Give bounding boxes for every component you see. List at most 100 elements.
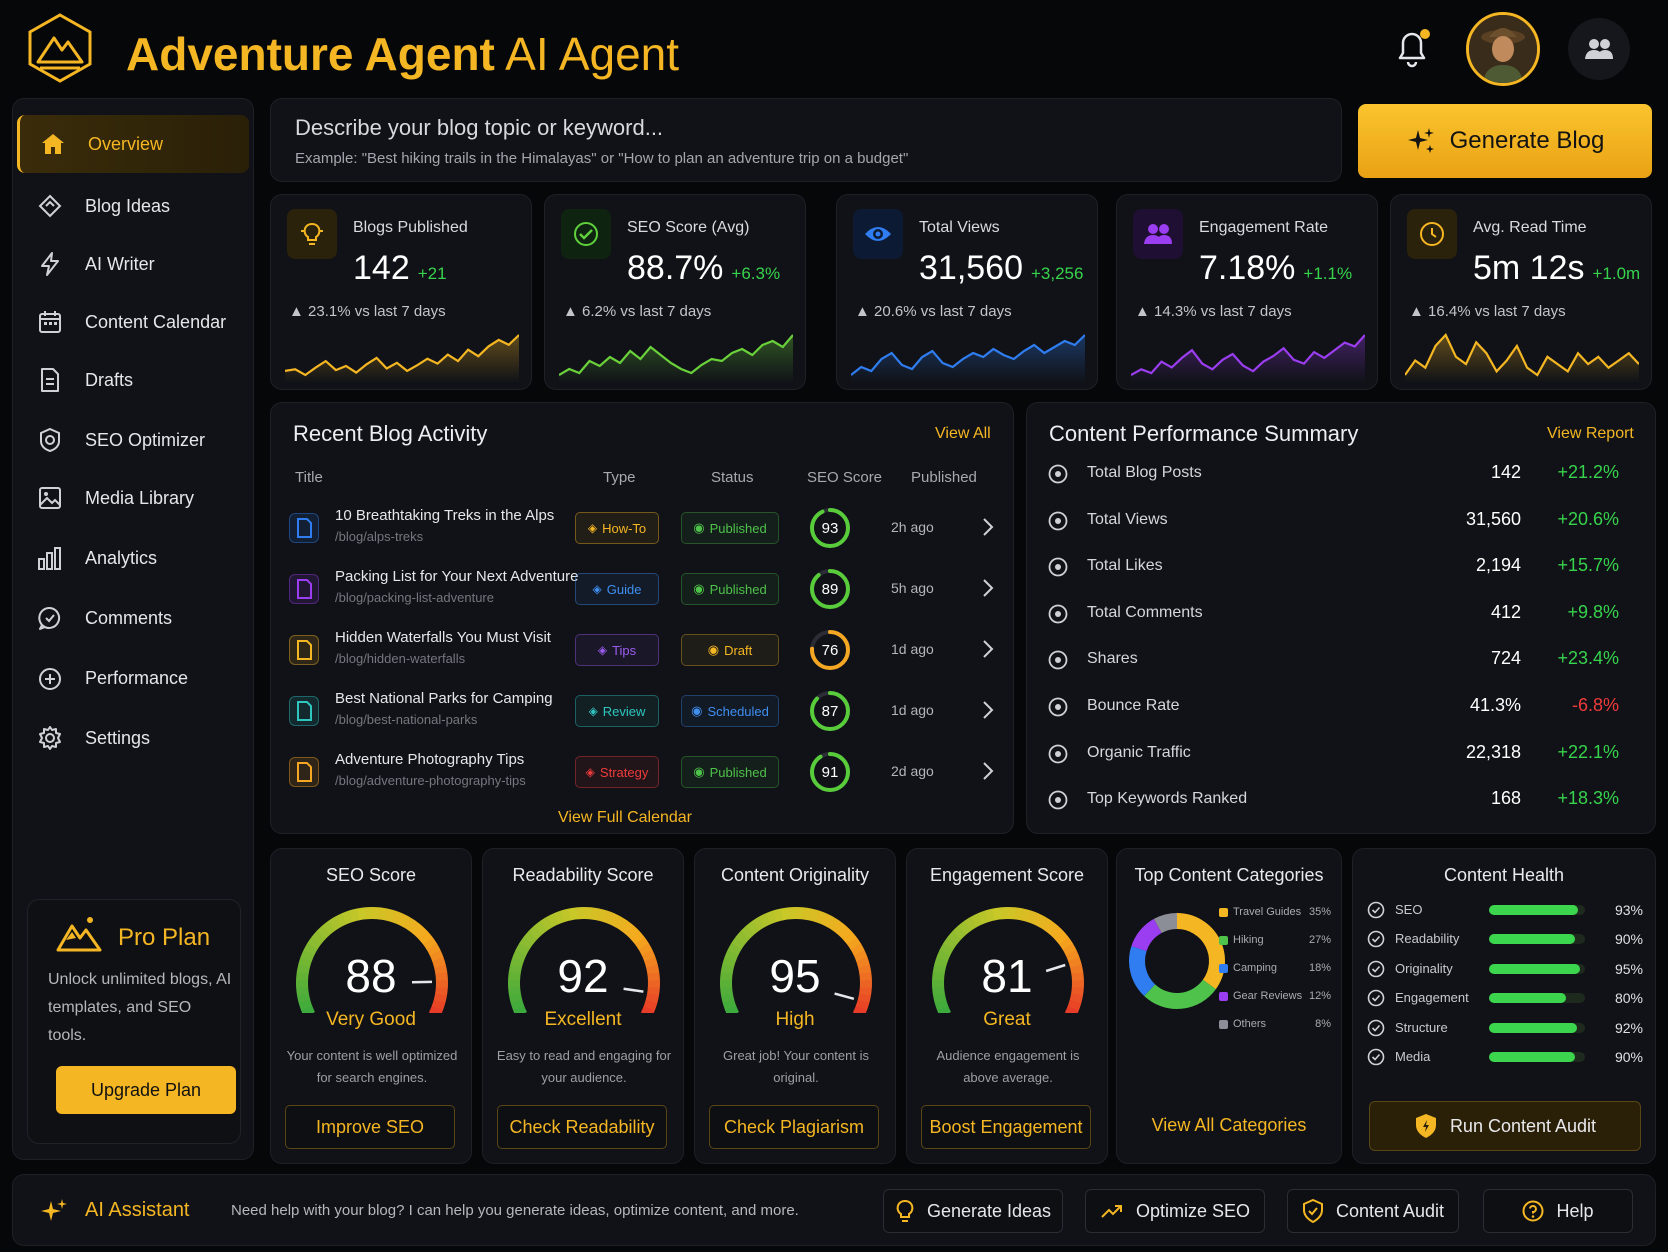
notification-bell-icon[interactable]: [1392, 26, 1432, 70]
lightbulb-icon: [896, 1200, 914, 1222]
bounce-icon: [1047, 696, 1069, 718]
gauge-action-button[interactable]: Boost Engagement: [921, 1105, 1091, 1149]
gauge-description: Audience engagement is above average.: [936, 1048, 1080, 1085]
stat-card-seo-score: SEO Score (Avg) 88.7% +6.3% ▲ 6.2% vs las…: [544, 194, 806, 390]
stat-value: 31,560 +3,256: [919, 249, 1083, 288]
generate-ideas-button[interactable]: Generate Ideas: [883, 1189, 1063, 1233]
sidebar-item-analytics[interactable]: Analytics: [17, 529, 249, 587]
row-title[interactable]: Adventure Photography Tips: [335, 751, 525, 768]
gauge-quality: Very Good: [326, 1009, 416, 1030]
sidebar-item-drafts[interactable]: Drafts: [17, 351, 249, 409]
row-slug: /blog/hidden-waterfalls: [335, 651, 466, 666]
summary-row: Total Blog Posts 142 +21.2%: [1045, 451, 1639, 497]
sidebar-item-ai-writer[interactable]: AI Writer: [17, 235, 249, 293]
status-label: Draft: [724, 642, 753, 658]
run-content-audit-label: Run Content Audit: [1449, 1115, 1597, 1136]
gauge-action-button[interactable]: Improve SEO: [285, 1105, 455, 1149]
row-title[interactable]: Packing List for Your Next Adventure: [335, 568, 579, 585]
gauge-action-button[interactable]: Check Readability: [497, 1105, 667, 1149]
sidebar-item-overview[interactable]: Overview: [17, 115, 249, 173]
gauge-arc-segment: [428, 1006, 443, 1013]
gauge-arc-segment: [992, 907, 1002, 921]
users-icon: [1133, 209, 1183, 259]
sidebar-item-content-calendar[interactable]: Content Calendar: [17, 293, 249, 351]
sidebar-item-media-library[interactable]: Media Library: [17, 469, 249, 527]
content-audit-button[interactable]: Content Audit: [1287, 1189, 1459, 1233]
health-check-icon: [1367, 960, 1385, 978]
gauge-arc-segment: [634, 936, 650, 950]
seo-score-ring: 89: [810, 569, 850, 609]
sidebar-item-comments[interactable]: Comments: [17, 589, 249, 647]
sidebar-item-seo-optimizer[interactable]: SEO Optimizer: [17, 411, 249, 469]
col-header-published: Published: [911, 469, 977, 486]
stat-number: 7.18%: [1199, 249, 1296, 287]
pro-plan-card: Pro Plan Unlock unlimited blogs, AI temp…: [27, 899, 241, 1144]
health-label: Structure: [1395, 1019, 1448, 1035]
table-row[interactable]: Packing List for Your Next Adventure /bl…: [285, 560, 1001, 620]
chevron-right-icon[interactable]: [981, 515, 995, 539]
blog-topic-input[interactable]: Describe your blog topic or keyword... E…: [270, 98, 1342, 182]
status-badge: ◉ Draft: [681, 634, 779, 666]
blog-post-icon: [289, 757, 319, 787]
gauge-arc-segment: [780, 907, 790, 921]
optimize-seo-button[interactable]: Optimize SEO: [1085, 1189, 1265, 1233]
row-title[interactable]: Hidden Waterfalls You Must Visit: [335, 629, 551, 646]
chevron-right-icon[interactable]: [981, 637, 995, 661]
health-label: Readability: [1395, 931, 1460, 947]
run-content-audit-button[interactable]: Run Content Audit: [1369, 1101, 1641, 1151]
row-title[interactable]: 10 Breathtaking Treks in the Alps: [335, 507, 555, 524]
stat-label: Avg. Read Time: [1473, 219, 1587, 236]
row-title[interactable]: Best National Parks for Camping: [335, 690, 553, 707]
sidebar-item-blog-ideas[interactable]: Blog Ideas: [17, 177, 249, 235]
score-gauge-card: Content Originality 95 High Great job! Y…: [694, 848, 896, 1164]
help-button[interactable]: Help: [1483, 1189, 1633, 1233]
avatar[interactable]: [1466, 12, 1540, 86]
gauge-arc-segment: [731, 936, 746, 950]
chevron-right-icon[interactable]: [981, 698, 995, 722]
gauge-arc-segment: [852, 1006, 867, 1013]
table-row[interactable]: 10 Breathtaking Treks in the Alps /blog/…: [285, 499, 1001, 559]
summary-row: Top Keywords Ranked 168 +18.3%: [1045, 777, 1639, 823]
gauge-arc-segment: [620, 920, 635, 935]
chevron-right-icon[interactable]: [981, 576, 995, 600]
gauge-arc: [720, 907, 872, 1013]
gauge-arc-segment: [422, 936, 438, 950]
table-row[interactable]: Best National Parks for Camping /blog/be…: [285, 682, 1001, 742]
gauge-action-button[interactable]: Check Plagiarism: [709, 1105, 879, 1149]
view-all-categories-link[interactable]: View All Categories: [1151, 1115, 1307, 1135]
summary-row: Total Likes 2,194 +15.7%: [1045, 544, 1639, 590]
health-check-icon: [1367, 1048, 1385, 1066]
health-percent: 92%: [1614, 1019, 1643, 1036]
legend-item: Hiking 27%: [1219, 933, 1331, 951]
generate-blog-button[interactable]: Generate Blog: [1358, 104, 1652, 178]
gauge-arc-segment: [842, 930, 857, 945]
gauge-needle: [1045, 963, 1066, 973]
chevron-right-icon[interactable]: [981, 759, 995, 783]
health-bar: [1489, 963, 1585, 974]
view-report-link[interactable]: View Report: [1547, 425, 1634, 442]
legend-label: Camping: [1233, 962, 1278, 974]
upgrade-plan-button[interactable]: Upgrade Plan: [56, 1066, 236, 1114]
gauge-arc-segment: [328, 916, 342, 931]
gauge-arc-segment: [1049, 925, 1064, 940]
sidebar-item-label: SEO Optimizer: [85, 429, 206, 450]
gauge-arc-segment: [808, 908, 820, 923]
users-menu-icon[interactable]: [1568, 18, 1630, 80]
row-published-time: 1d ago: [891, 641, 934, 657]
table-row[interactable]: Adventure Photography Tips /blog/adventu…: [285, 743, 1001, 803]
sidebar-item-settings[interactable]: Settings: [17, 709, 249, 767]
gauge-arc-segment: [596, 908, 608, 923]
gauge-quality: Great: [983, 1009, 1031, 1030]
view-full-calendar-link[interactable]: View Full Calendar: [558, 809, 692, 826]
stat-label: Total Views: [919, 219, 1000, 236]
gauge-arc-segment: [1027, 910, 1039, 925]
stat-card-blogs-published: Blogs Published 142 +21 ▲ 23.1% vs last 7…: [270, 194, 532, 390]
sidebar-item-label: Settings: [85, 727, 151, 748]
table-row[interactable]: Hidden Waterfalls You Must Visit /blog/h…: [285, 621, 1001, 681]
health-label: Originality: [1395, 960, 1453, 976]
gauge-arc-segment: [356, 907, 366, 921]
sidebar-item-performance[interactable]: Performance: [17, 649, 249, 707]
link-icon: [1047, 789, 1069, 811]
view-all-link[interactable]: View All: [935, 425, 991, 442]
legend-label: Others: [1233, 1018, 1267, 1030]
